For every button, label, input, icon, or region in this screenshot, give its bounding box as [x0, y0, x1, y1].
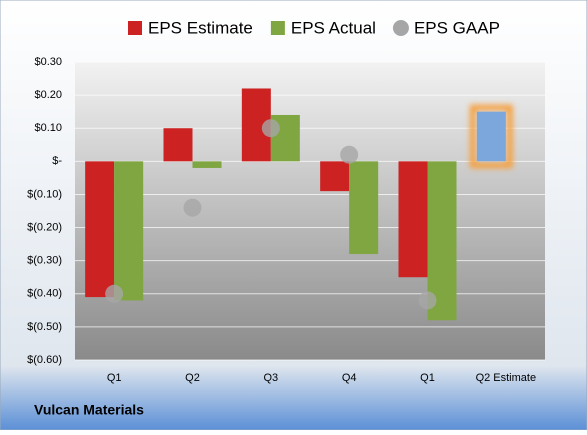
bar	[476, 111, 506, 162]
y-tick-label: $-	[52, 155, 62, 167]
y-tick-label: $0.20	[34, 89, 62, 101]
legend-label: EPS Estimate	[148, 18, 253, 37]
bar	[192, 161, 222, 168]
x-tick-label: Q2	[185, 372, 200, 384]
y-tick-label: $(0.30)	[27, 255, 62, 267]
x-tick-label: Q2 Estimate	[476, 372, 537, 384]
y-tick-label: $(0.20)	[27, 221, 62, 233]
chart-title: Vulcan Materials	[34, 402, 144, 418]
bar	[320, 161, 350, 192]
legend-label: EPS GAAP	[414, 18, 500, 37]
bar	[163, 128, 193, 162]
bar	[114, 161, 144, 301]
gaap-dot	[340, 145, 359, 164]
legend-swatch	[128, 21, 142, 35]
x-tick-label: Q1	[420, 372, 435, 384]
bar	[349, 161, 379, 255]
bar	[85, 161, 115, 298]
highlight-glow	[469, 104, 513, 169]
legend-label: EPS Actual	[291, 18, 376, 37]
gaap-dot	[418, 291, 437, 310]
gaap-dot	[261, 119, 280, 138]
legend: EPS Estimate EPS Actual EPS GAAP	[128, 18, 500, 37]
legend-swatch	[392, 20, 409, 36]
y-tick-label: $(0.40)	[27, 288, 62, 300]
plot-area	[75, 62, 545, 360]
gaap-dot	[105, 284, 124, 303]
y-tick-label: $0.30	[34, 56, 62, 68]
y-tick-label: $0.10	[34, 122, 62, 134]
bar	[398, 161, 428, 278]
legend-swatch	[270, 21, 285, 35]
y-tick-label: $(0.50)	[27, 321, 62, 333]
x-tick-label: Q4	[342, 372, 357, 384]
x-tick-label: Q3	[263, 372, 278, 384]
y-tick-label: $(0.10)	[27, 188, 62, 200]
gaap-dot	[183, 198, 202, 217]
x-tick-label: Q1	[107, 372, 122, 384]
y-tick-label: $(0.60)	[27, 354, 62, 366]
